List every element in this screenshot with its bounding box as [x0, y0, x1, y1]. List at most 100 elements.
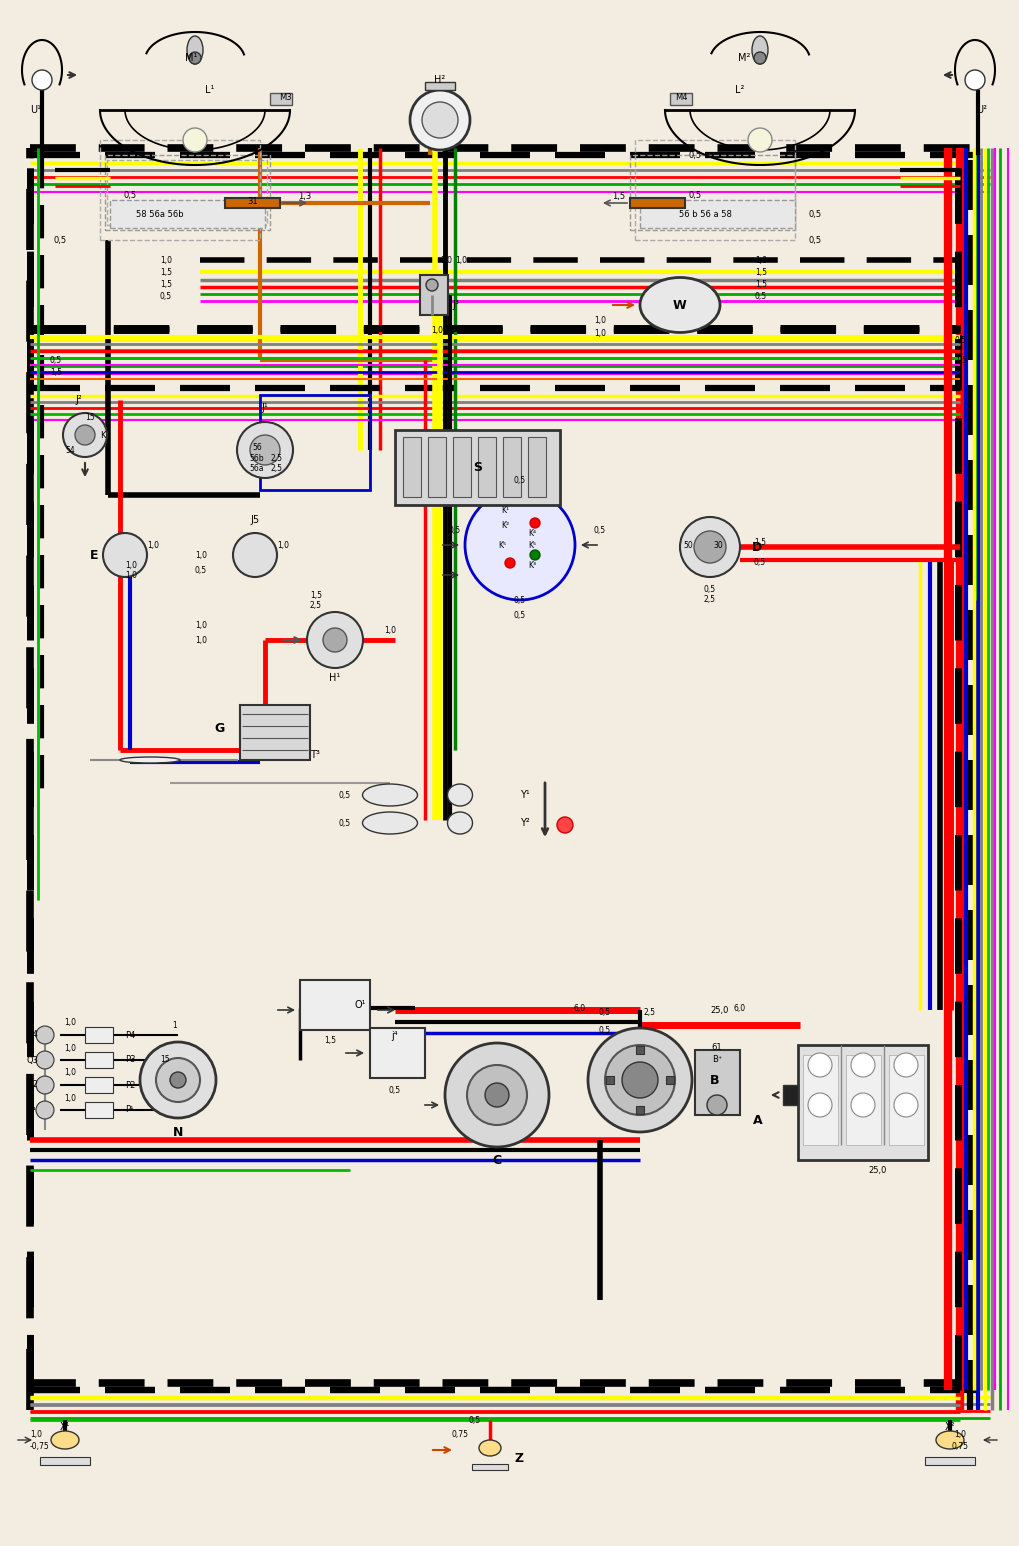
Text: 0,5: 0,5	[753, 558, 765, 566]
Text: 2,5: 2,5	[643, 1008, 655, 1017]
Circle shape	[964, 70, 984, 90]
Text: 1,0: 1,0	[277, 541, 288, 549]
Circle shape	[422, 102, 458, 138]
Text: U¹: U¹	[30, 105, 41, 114]
Text: P¹: P¹	[125, 1105, 133, 1115]
Bar	[889, 1054, 923, 1146]
Circle shape	[893, 1093, 917, 1118]
Text: O¹: O¹	[355, 1000, 366, 1010]
Text: X¹: X¹	[60, 1422, 70, 1432]
Text: 0,5: 0,5	[53, 235, 66, 244]
Text: 1,0: 1,0	[195, 550, 207, 560]
Text: Q2: Q2	[26, 1081, 39, 1090]
Text: 1,0: 1,0	[147, 541, 159, 549]
Bar	[85, 1027, 113, 1044]
Text: 1,0: 1,0	[125, 570, 137, 580]
Bar	[425, 82, 454, 90]
Bar	[110, 199, 265, 227]
Text: K⁵: K⁵	[497, 541, 505, 549]
Text: 1,0: 1,0	[64, 1044, 76, 1053]
Text: A: A	[753, 1113, 762, 1127]
Text: 1,5: 1,5	[754, 280, 766, 289]
Text: 1,5: 1,5	[954, 356, 966, 365]
Circle shape	[444, 1044, 548, 1147]
Bar	[300, 980, 370, 1030]
Text: Y¹: Y¹	[520, 790, 529, 799]
Text: M¹: M¹	[184, 53, 198, 63]
Text: X²: X²	[944, 1422, 955, 1432]
Ellipse shape	[362, 812, 417, 833]
Circle shape	[36, 1076, 54, 1095]
Text: 56 b 56 a 58: 56 b 56 a 58	[678, 210, 731, 218]
Circle shape	[307, 612, 363, 668]
Text: 2,5: 2,5	[271, 464, 282, 473]
Text: 0,5: 0,5	[598, 1025, 610, 1034]
Text: 1,0: 1,0	[30, 1430, 42, 1439]
Circle shape	[36, 1027, 54, 1044]
Text: B⁺: B⁺	[711, 1056, 721, 1065]
Ellipse shape	[639, 277, 719, 332]
Text: J¹: J¹	[261, 404, 268, 413]
Bar	[225, 198, 280, 209]
Text: 2,5: 2,5	[703, 595, 715, 603]
Bar	[636, 1047, 643, 1054]
Text: B: B	[709, 1073, 718, 1087]
Circle shape	[156, 1057, 200, 1102]
Text: 0,5: 0,5	[160, 292, 172, 300]
Text: E: E	[90, 549, 99, 561]
Text: 0,5: 0,5	[703, 584, 715, 594]
Circle shape	[465, 490, 575, 600]
Circle shape	[530, 518, 539, 529]
Bar	[452, 438, 471, 496]
Text: 1,3: 1,3	[299, 192, 312, 201]
Bar	[635, 141, 794, 240]
Text: 1,0: 1,0	[195, 620, 207, 629]
Ellipse shape	[479, 1439, 500, 1456]
Bar	[528, 438, 545, 496]
Bar	[239, 705, 310, 761]
Text: 1,0: 1,0	[160, 255, 172, 264]
Text: 0,5: 0,5	[514, 611, 526, 620]
Text: 56a: 56a	[250, 464, 264, 473]
Text: 30: 30	[712, 541, 722, 549]
Text: 1,0: 1,0	[64, 1068, 76, 1078]
Circle shape	[530, 550, 539, 560]
Text: K¹: K¹	[500, 506, 508, 515]
Circle shape	[850, 1053, 874, 1078]
Bar	[802, 1054, 838, 1146]
Bar	[394, 430, 559, 506]
Text: N: N	[172, 1125, 183, 1138]
Text: 0,5: 0,5	[954, 335, 966, 345]
Bar	[924, 1456, 974, 1466]
Text: 2,5: 2,5	[310, 600, 322, 609]
Circle shape	[182, 128, 207, 152]
Text: T³: T³	[310, 750, 320, 761]
Ellipse shape	[186, 36, 203, 63]
Text: 50: 50	[683, 541, 692, 549]
Ellipse shape	[935, 1432, 963, 1449]
Bar	[40, 1456, 90, 1466]
Text: 0,5: 0,5	[514, 476, 526, 484]
Text: 0,5: 0,5	[808, 235, 820, 244]
Text: 61: 61	[711, 1044, 721, 1053]
Text: -0,75: -0,75	[30, 1442, 50, 1452]
Text: K⁴: K⁴	[528, 529, 535, 538]
Bar	[403, 438, 421, 496]
Circle shape	[75, 425, 95, 445]
Text: 0,5: 0,5	[50, 356, 62, 365]
Text: 0,5: 0,5	[754, 292, 766, 300]
Text: 0,5: 0,5	[598, 1008, 610, 1017]
Circle shape	[807, 1093, 832, 1118]
Text: S: S	[473, 461, 482, 475]
Circle shape	[189, 53, 201, 63]
Bar	[420, 275, 447, 315]
Bar	[669, 93, 691, 105]
Text: 0,5: 0,5	[808, 210, 820, 218]
Circle shape	[103, 533, 147, 577]
Text: 1,0: 1,0	[195, 635, 207, 645]
Text: 0,5: 0,5	[195, 566, 207, 575]
Text: 0,5: 0,5	[688, 150, 701, 159]
Bar	[478, 438, 495, 496]
Text: 0,75: 0,75	[951, 1442, 968, 1452]
Text: 0,5: 0,5	[688, 190, 701, 199]
